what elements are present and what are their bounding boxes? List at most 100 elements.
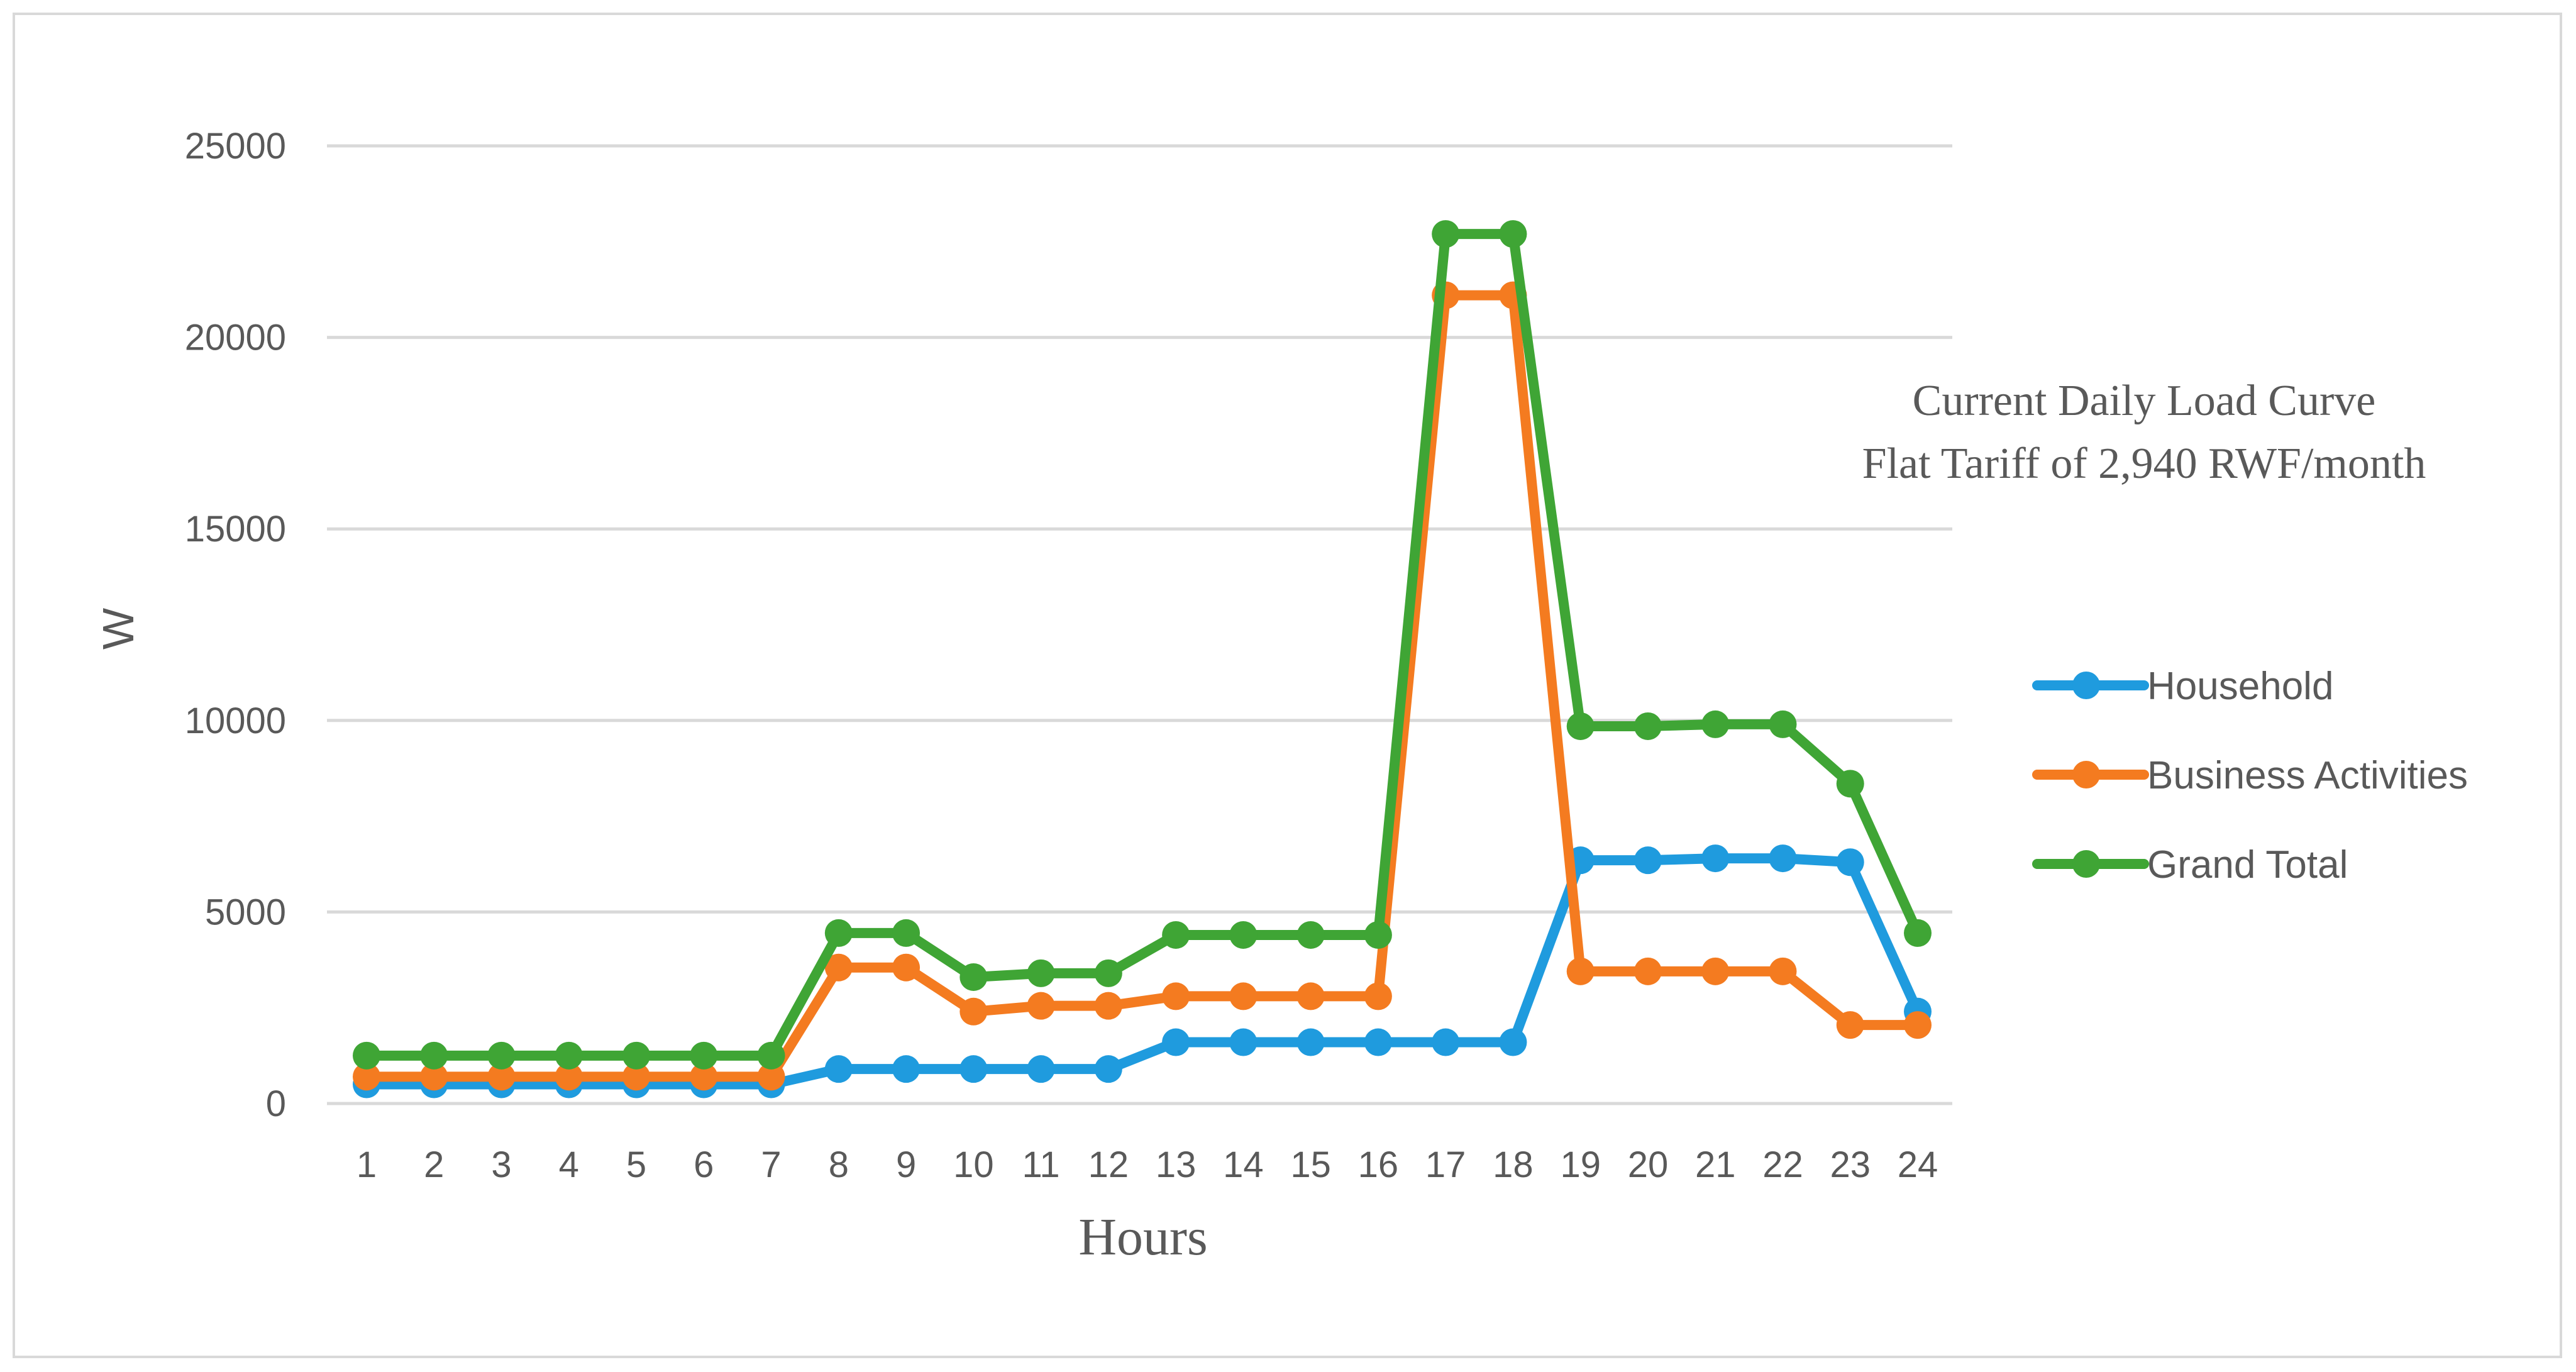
x-tick-label: 19 — [1560, 1144, 1601, 1185]
data-point — [1162, 1028, 1190, 1056]
legend-marker — [2072, 850, 2100, 878]
data-point — [487, 1041, 516, 1070]
data-point — [622, 1041, 651, 1070]
data-point — [1229, 982, 1258, 1010]
legend: Household Business Activities Grand Total — [2032, 665, 2468, 887]
data-point — [353, 1041, 380, 1070]
data-point — [1432, 1028, 1460, 1056]
x-tick-label: 15 — [1290, 1144, 1331, 1185]
data-point — [824, 919, 853, 947]
x-tick-label: 12 — [1088, 1144, 1129, 1185]
x-tick-label: 2 — [424, 1144, 444, 1185]
y-tick-label: 25000 — [185, 126, 286, 167]
data-point — [1229, 921, 1258, 949]
data-point — [1769, 710, 1797, 738]
x-tick-label: 23 — [1830, 1144, 1871, 1185]
data-point — [1364, 1028, 1392, 1056]
data-point — [1027, 959, 1055, 987]
x-tick-label: 6 — [694, 1144, 714, 1185]
y-tick-label: 5000 — [205, 892, 286, 932]
data-point — [824, 1055, 853, 1083]
data-point — [1836, 1011, 1864, 1039]
data-point — [487, 1063, 516, 1091]
x-tick-label: 22 — [1762, 1144, 1803, 1185]
data-point — [1836, 848, 1864, 877]
data-point — [1904, 1011, 1932, 1039]
data-point — [353, 1063, 380, 1091]
x-tick-label: 1 — [357, 1144, 377, 1185]
x-tick-label: 17 — [1425, 1144, 1466, 1185]
data-point — [1836, 770, 1864, 798]
chart-title: Current Daily Load Curve — [1913, 377, 2376, 425]
data-point — [959, 963, 988, 991]
y-axis-ticks: 0 5000 10000 15000 20000 25000 — [185, 126, 286, 1124]
x-tick-label: 21 — [1695, 1144, 1736, 1185]
data-point — [1633, 957, 1662, 985]
x-axis-ticks: 1 2 3 4 5 6 7 8 9 10 11 12 13 14 15 16 17 18 19 20 21 22 23 24 — [357, 1144, 1938, 1185]
data-point — [1094, 959, 1122, 987]
y-axis-title: W — [94, 608, 143, 650]
series-2 — [353, 220, 1932, 1070]
y-tick-label: 15000 — [185, 509, 286, 550]
legend-item-0: Household — [2032, 665, 2333, 708]
data-point — [1162, 921, 1190, 949]
legend-label: Household — [2147, 665, 2333, 708]
x-tick-label: 11 — [1022, 1144, 1059, 1185]
chart-subtitle: Flat Tariff of 2,940 RWF/month — [1862, 440, 2426, 488]
legend-item-1: Business Activities — [2032, 754, 2468, 797]
data-point — [892, 919, 920, 947]
x-tick-label: 18 — [1493, 1144, 1534, 1185]
data-point — [757, 1063, 785, 1091]
data-point — [1296, 1028, 1325, 1056]
data-point — [1769, 957, 1797, 985]
x-tick-label: 3 — [491, 1144, 511, 1185]
data-point — [420, 1041, 448, 1070]
data-point — [690, 1063, 718, 1091]
legend-label: Business Activities — [2147, 754, 2468, 797]
data-point — [690, 1041, 718, 1070]
data-point — [1094, 1055, 1122, 1083]
legend-marker — [2072, 761, 2100, 788]
data-point — [555, 1041, 583, 1070]
data-point — [1364, 982, 1392, 1010]
data-point — [1701, 710, 1730, 738]
data-point — [420, 1063, 448, 1091]
data-point — [757, 1041, 785, 1070]
x-tick-label: 8 — [829, 1144, 849, 1185]
data-point — [1229, 1028, 1258, 1056]
data-point — [1566, 712, 1595, 740]
data-point — [622, 1063, 651, 1091]
x-axis-title: Hours — [1078, 1208, 1207, 1266]
x-tick-label: 20 — [1628, 1144, 1669, 1185]
x-tick-label: 13 — [1156, 1144, 1197, 1185]
data-point — [1162, 982, 1190, 1010]
data-point — [1701, 844, 1730, 873]
gridlines — [327, 144, 1952, 1105]
data-point — [892, 953, 920, 982]
data-point — [1499, 220, 1527, 248]
data-point — [1701, 957, 1730, 985]
x-tick-label: 7 — [761, 1144, 781, 1185]
data-point — [959, 1055, 988, 1083]
series-line — [362, 229, 1923, 1061]
y-tick-label: 0 — [266, 1083, 286, 1124]
series-1 — [353, 281, 1932, 1091]
data-point — [555, 1063, 583, 1091]
y-tick-label: 10000 — [185, 700, 286, 741]
data-point — [1432, 220, 1460, 248]
x-tick-label: 4 — [559, 1144, 579, 1185]
data-point — [1769, 844, 1797, 873]
data-point — [959, 997, 988, 1026]
data-point — [1094, 992, 1122, 1020]
legend-item-2: Grand Total — [2032, 843, 2348, 887]
data-point — [1027, 992, 1055, 1020]
x-tick-label: 14 — [1223, 1144, 1264, 1185]
data-point — [1633, 712, 1662, 740]
data-point — [1027, 1055, 1055, 1083]
x-tick-label: 5 — [626, 1144, 646, 1185]
data-point — [1566, 957, 1595, 985]
data-point — [1364, 921, 1392, 949]
x-tick-label: 10 — [953, 1144, 994, 1185]
data-point — [824, 953, 853, 982]
